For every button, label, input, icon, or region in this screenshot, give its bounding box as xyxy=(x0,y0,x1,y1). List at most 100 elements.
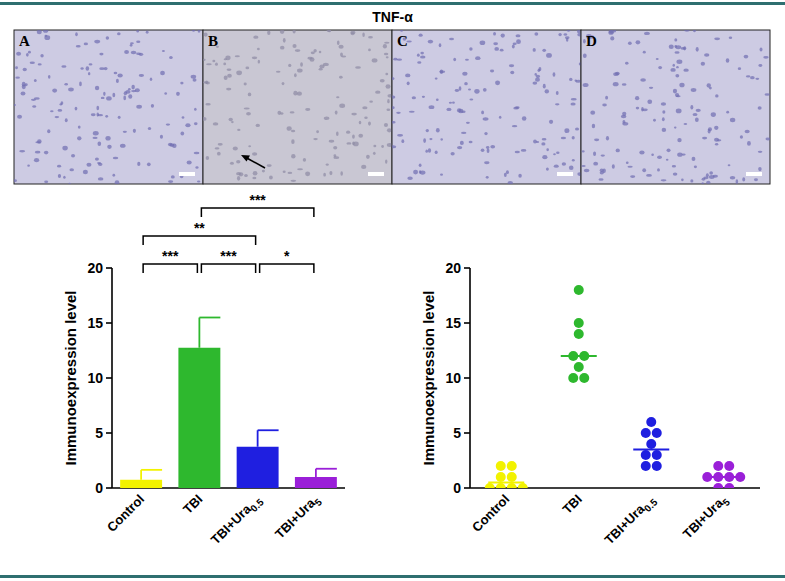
data-point xyxy=(518,483,528,488)
cell-nucleus xyxy=(508,181,513,184)
cell-nucleus xyxy=(533,48,536,52)
cell-nucleus xyxy=(677,153,682,157)
cell-nucleus xyxy=(130,44,133,47)
cell-nucleus xyxy=(15,77,20,79)
cell-nucleus xyxy=(194,152,200,155)
cell-nucleus xyxy=(684,30,690,32)
cell-nucleus xyxy=(673,172,678,175)
cell-nucleus xyxy=(233,147,238,151)
data-point xyxy=(579,373,589,383)
cell-nucleus xyxy=(91,113,96,116)
cell-nucleus xyxy=(107,145,111,149)
cell-nucleus xyxy=(355,66,361,68)
cell-nucleus xyxy=(114,72,118,75)
cell-nucleus xyxy=(98,163,103,166)
cell-nucleus xyxy=(605,96,608,100)
cell-nucleus xyxy=(294,73,297,77)
cell-nucleus xyxy=(44,180,48,183)
cell-nucleus xyxy=(675,93,679,97)
data-point xyxy=(574,362,584,372)
cell-nucleus xyxy=(726,58,730,63)
cell-nucleus xyxy=(593,162,598,166)
cell-nucleus xyxy=(166,124,170,126)
y-tick xyxy=(464,432,470,434)
cell-nucleus xyxy=(592,124,595,128)
micrograph-panel: B xyxy=(201,29,393,184)
cell-nucleus xyxy=(480,40,486,45)
cell-nucleus xyxy=(516,34,521,37)
cell-nucleus xyxy=(453,58,456,61)
cell-nucleus xyxy=(400,30,403,32)
cell-nucleus xyxy=(148,127,151,130)
cell-nucleus xyxy=(352,141,355,145)
significance-label: ** xyxy=(194,220,205,236)
cell-nucleus xyxy=(283,38,286,43)
cell-nucleus xyxy=(230,162,234,165)
cell-nucleus xyxy=(701,62,705,66)
cell-nucleus xyxy=(458,109,463,113)
cell-nucleus xyxy=(94,40,100,44)
cell-nucleus xyxy=(136,30,138,32)
cell-nucleus xyxy=(339,104,345,108)
cell-nucleus xyxy=(556,152,559,154)
cell-nucleus xyxy=(269,175,273,179)
cell-nucleus xyxy=(37,139,42,144)
cell-nucleus xyxy=(252,177,256,179)
cell-nucleus xyxy=(683,46,686,50)
cell-nucleus xyxy=(253,171,258,176)
cell-nucleus xyxy=(136,40,140,43)
cell-nucleus xyxy=(662,128,666,132)
cell-nucleus xyxy=(387,143,392,147)
cell-nucleus xyxy=(608,30,613,35)
cell-nucleus xyxy=(295,49,301,52)
data-point xyxy=(574,318,584,328)
cell-nucleus xyxy=(86,66,90,71)
cell-nucleus xyxy=(225,56,230,61)
cell-nucleus xyxy=(758,151,763,153)
cell-nucleus xyxy=(577,30,580,33)
cell-nucleus xyxy=(258,60,260,64)
cell-nucleus xyxy=(558,33,561,36)
cell-nucleus xyxy=(613,82,619,86)
cell-nucleus xyxy=(364,116,367,118)
cell-nucleus xyxy=(22,82,26,87)
cell-nucleus xyxy=(561,137,566,140)
cell-nucleus xyxy=(392,77,395,80)
figure: TNF-αABCD05101520Immunoexpression levelC… xyxy=(0,0,785,581)
cell-nucleus xyxy=(97,162,101,164)
cell-nucleus xyxy=(666,159,669,161)
cell-nucleus xyxy=(483,117,489,120)
median-line xyxy=(706,476,742,478)
axes: 05101520Immunoexpression levelControlTBI… xyxy=(62,260,345,550)
cell-nucleus xyxy=(226,88,231,91)
marks xyxy=(120,318,337,489)
cell-nucleus xyxy=(392,121,396,124)
cell-nucleus xyxy=(481,111,484,115)
cell-nucleus xyxy=(352,135,355,139)
y-tick xyxy=(106,487,112,489)
cell-nucleus xyxy=(224,76,228,81)
cell-nucleus xyxy=(701,182,704,184)
cell-nucleus xyxy=(235,55,240,57)
cell-nucleus xyxy=(324,116,330,120)
cell-texture xyxy=(392,30,581,184)
cell-nucleus xyxy=(702,137,707,140)
bar xyxy=(178,348,220,488)
cell-nucleus xyxy=(45,35,48,37)
cell-nucleus xyxy=(276,71,281,73)
cell-nucleus xyxy=(160,135,163,139)
micrograph-panel: C xyxy=(390,29,583,184)
cell-nucleus xyxy=(248,145,251,147)
cell-nucleus xyxy=(359,121,362,125)
cell-nucleus xyxy=(35,151,41,154)
cell-nucleus xyxy=(465,59,469,61)
cell-nucleus xyxy=(534,32,538,36)
cell-nucleus xyxy=(252,56,257,59)
cell-nucleus xyxy=(593,152,596,156)
scale-bar xyxy=(179,172,195,176)
significance-bracket: * xyxy=(260,248,314,273)
cell-nucleus xyxy=(461,132,466,134)
cell-nucleus xyxy=(714,126,718,130)
cell-nucleus xyxy=(439,43,442,47)
x-tick-label: Control xyxy=(469,492,512,535)
